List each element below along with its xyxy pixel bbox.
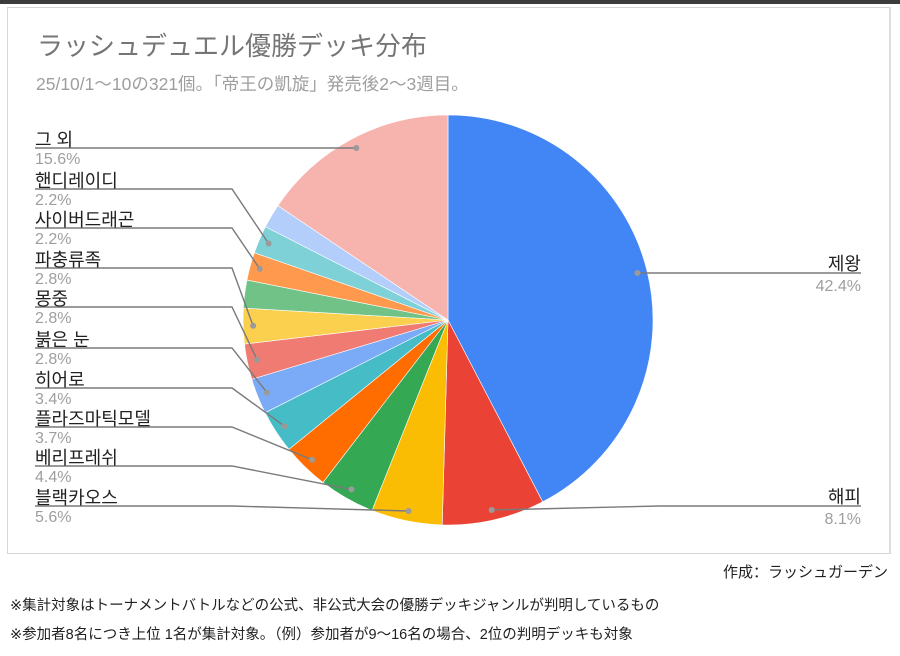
leader-line (35, 426, 313, 461)
slice-percent: 2.8% (35, 351, 71, 368)
chart-subtitle: 25/10/1〜10の321個。「帝王の凱旋」発売後2〜3週目。 (36, 74, 469, 94)
slice-label: 핸디레이디 (35, 171, 118, 191)
slice-label: 사이버드래곤 (35, 210, 134, 230)
label-anchor-dot (250, 322, 257, 329)
footnote-criteria: ※参加者8名につき上位 1名が集計対象。（例）参加者が9〜16名の場合、2位の判… (10, 627, 633, 643)
label-anchor-dot (353, 145, 360, 151)
leader-lines (35, 145, 861, 514)
slice-label: 플라즈마틱모델 (35, 409, 151, 429)
label-anchor-dot (264, 389, 270, 396)
leader-line (35, 347, 268, 394)
label-anchor-dot (488, 507, 495, 513)
label-anchor-dot (405, 508, 412, 514)
slice-percent: 15.6% (35, 151, 80, 168)
label-anchor-dot (256, 265, 263, 272)
slice-label: 블랙카오스 (35, 488, 118, 508)
label-anchor-dot (254, 356, 261, 363)
label-anchor-dot (309, 456, 315, 463)
slice-percent: 4.4% (35, 469, 71, 486)
label-anchor-dot (281, 423, 288, 430)
label-anchor-dot (634, 270, 641, 276)
chart-credit: 作成：ラッシュガーデン (722, 564, 888, 581)
leader-line (35, 505, 409, 512)
pie-slice (447, 114, 654, 503)
slice-percent: 3.4% (35, 391, 71, 408)
slice-label: 해피 (828, 487, 861, 507)
slice-label: 베리프레쉬 (35, 448, 118, 468)
slice-label: 붉은 눈 (35, 330, 90, 350)
leader-line (35, 387, 285, 427)
slice-percent: 2.2% (35, 231, 71, 248)
slice-percent: 8.1% (825, 511, 861, 528)
slice-label: 그 외 (35, 130, 73, 150)
leader-line (35, 306, 258, 361)
label-anchor-dot (348, 486, 355, 493)
label-anchor-dot (265, 240, 272, 247)
leader-line (491, 505, 861, 511)
slice-percent: 3.7% (35, 430, 71, 447)
pie-slice (277, 114, 449, 321)
leader-line (35, 188, 270, 244)
slice-label: 히어로 (35, 370, 85, 390)
leader-line (35, 465, 352, 491)
pie-slices (242, 114, 654, 526)
slice-label: 몽중 (35, 289, 68, 309)
slice-label: 제왕 (828, 254, 861, 274)
footnote-scope: ※集計対象はトーナメントバトルなどの公式、非公式大会の優勝デッキジャンルが判明し… (10, 598, 660, 614)
slice-percent: 2.8% (35, 310, 71, 327)
top-edge-bar (0, 0, 900, 4)
chart-title: ラッシュデュエル優勝デッキ分布 (37, 31, 428, 61)
slice-percent: 5.6% (35, 509, 71, 526)
slice-percent: 42.4% (816, 278, 861, 295)
slice-percent: 2.8% (35, 271, 71, 288)
slice-percent: 2.2% (35, 192, 71, 209)
slice-label: 파충류족 (35, 250, 101, 270)
leader-line (35, 267, 254, 327)
leader-line (35, 227, 261, 270)
pie-slice (441, 318, 544, 526)
